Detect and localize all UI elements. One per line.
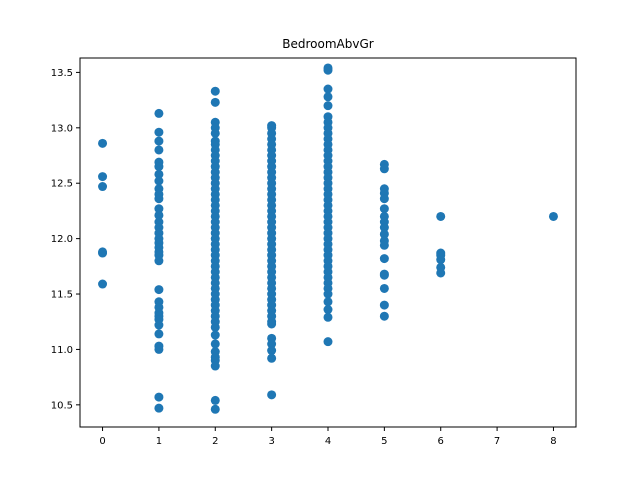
y-tick-label: 13.0 [51,123,73,134]
data-point [154,320,164,330]
data-point [154,403,164,413]
data-point [379,223,389,233]
data-point [154,210,164,220]
data-point [436,211,446,221]
x-tick-label: 5 [381,436,387,447]
x-axis: 0 1 2 3 4 5 6 7 8 [99,427,557,447]
data-point [267,346,277,356]
data-point [267,353,277,363]
data-point [436,268,446,278]
data-point [379,283,389,293]
data-point [154,329,164,339]
data-point [154,127,164,137]
x-tick-label: 2 [212,436,218,447]
data-point [267,390,277,400]
data-point [154,169,164,179]
data-point [379,270,389,280]
data-point [210,395,220,405]
data-point [98,172,108,182]
data-point [210,330,220,340]
data-point [210,86,220,96]
x-tick-label: 4 [325,436,331,447]
data-point [436,255,446,265]
data-point [323,337,333,347]
data-point [210,128,220,138]
y-tick-label: 11.0 [51,345,73,356]
y-tick-label: 13.5 [51,68,73,79]
y-tick-label: 12.0 [51,234,73,245]
data-point [379,240,389,250]
data-point [210,404,220,414]
data-point [379,300,389,310]
data-point [154,176,164,186]
data-point [210,361,220,371]
y-tick-label: 12.5 [51,179,73,190]
x-tick-label: 7 [494,436,500,447]
data-point [154,285,164,295]
data-point [210,97,220,107]
data-point [323,297,333,307]
data-point [154,136,164,146]
x-tick-label: 6 [438,436,444,447]
x-tick-label: 3 [268,436,274,447]
data-point [154,204,164,214]
data-point [154,108,164,118]
x-tick-label: 8 [550,436,556,447]
data-point [323,65,333,75]
data-point [323,92,333,102]
x-tick-label: 0 [99,436,105,447]
data-point [379,311,389,321]
data-point [154,162,164,172]
y-tick-label: 11.5 [51,290,73,301]
data-point [379,254,389,264]
chart-title: BedroomAbvGr [282,37,374,51]
data-point [210,322,220,332]
data-point [98,182,108,192]
data-point [154,344,164,354]
data-point [379,204,389,214]
data-point [379,229,389,239]
data-point [98,138,108,148]
data-point [323,101,333,111]
x-tick-label: 1 [156,436,162,447]
data-point [210,339,220,349]
data-point [548,211,558,221]
y-tick-label: 10.5 [51,400,73,411]
data-point [154,256,164,266]
y-axis: 10.5 11.0 11.5 12.0 12.5 13.0 13.5 [51,68,80,411]
data-point [323,84,333,94]
data-point [154,145,164,155]
data-point [154,194,164,204]
data-point [98,248,108,258]
data-point [267,319,277,329]
data-point [154,392,164,402]
data-point [323,305,333,315]
data-point [379,164,389,174]
data-point [267,339,277,349]
data-point [379,194,389,204]
data-points [98,63,558,414]
data-point [323,289,333,299]
data-point [98,279,108,289]
data-point [323,312,333,322]
